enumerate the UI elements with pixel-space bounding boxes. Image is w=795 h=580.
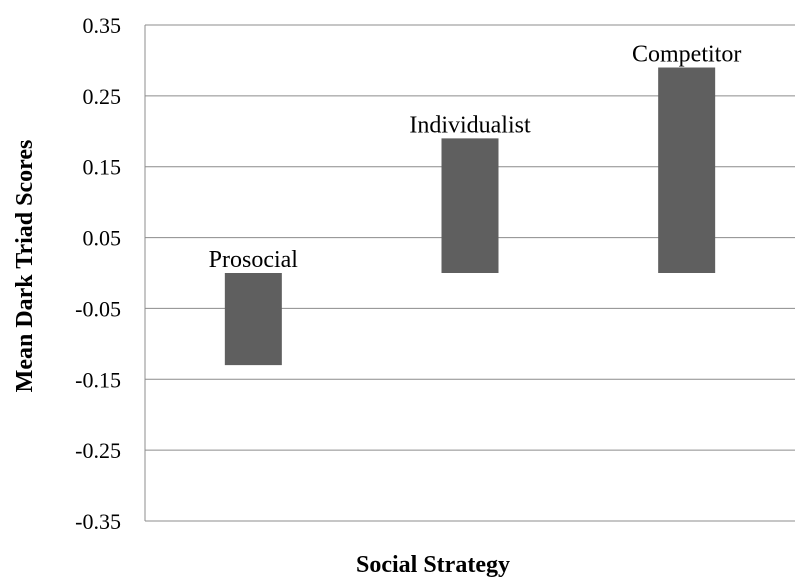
y-tick-label: -0.25 xyxy=(75,438,121,463)
y-tick-label: 0.35 xyxy=(83,13,122,38)
x-axis-title: Social Strategy xyxy=(356,552,510,578)
data-label-individualist: Individualist xyxy=(409,112,531,138)
bar-individualist xyxy=(441,138,499,273)
y-tick-label: -0.15 xyxy=(75,367,121,392)
data-labels: Prosocial Individualist Competitor xyxy=(209,42,742,273)
bar-prosocial xyxy=(224,273,282,366)
data-label-prosocial: Prosocial xyxy=(209,247,299,273)
data-label-competitor: Competitor xyxy=(632,42,741,68)
y-tick-label: 0.05 xyxy=(83,226,122,251)
y-tick-label: 0.15 xyxy=(83,155,122,180)
bars xyxy=(224,67,716,366)
y-tick-labels: 0.35 0.25 0.15 0.05 -0.05 -0.15 -0.25 -0.35 xyxy=(75,13,121,534)
y-tick-label: 0.25 xyxy=(83,84,122,109)
y-tick-label: -0.05 xyxy=(75,296,121,321)
y-tick-label: -0.35 xyxy=(75,509,121,534)
y-axis-title: Mean Dark Triad Scores xyxy=(12,140,38,393)
bar-competitor xyxy=(658,67,716,273)
